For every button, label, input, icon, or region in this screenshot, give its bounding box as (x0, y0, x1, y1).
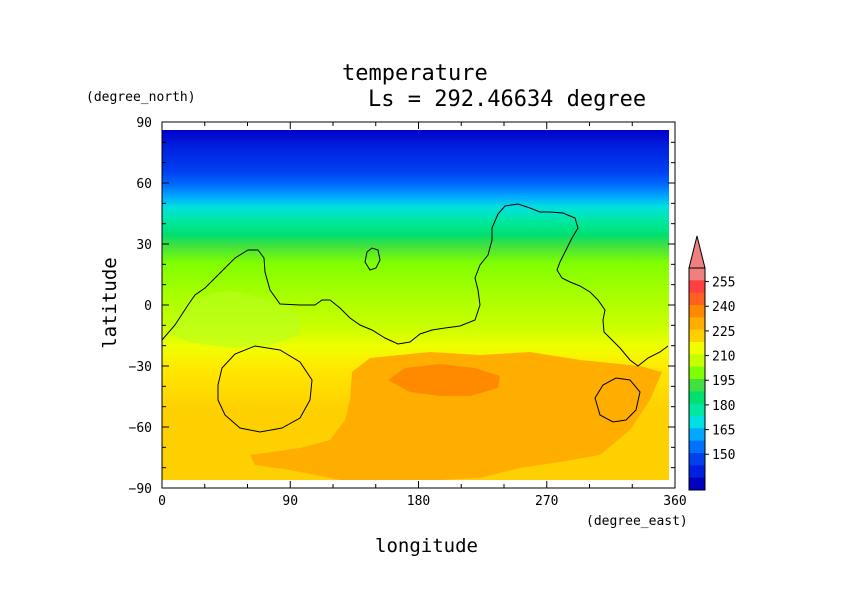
y-tick-label: 30 (136, 238, 152, 253)
hot-spot (388, 364, 500, 396)
contour-line-crater-east (594, 377, 641, 423)
colorbar-band (689, 280, 705, 294)
colorbar-label: 165 (712, 424, 735, 439)
x-axis-unit: (degree_east) (586, 514, 688, 529)
colorbar-band (689, 428, 705, 442)
contour-line-main (161, 203, 669, 367)
colorbar-band (689, 453, 705, 466)
colorbar-band (689, 342, 705, 355)
chart-title: temperature (342, 61, 488, 86)
contour-line-crater-west (217, 345, 313, 433)
colorbar-band (689, 440, 705, 454)
colorbar: 255 240 225 210 195 180 165 150 (688, 235, 735, 491)
y-axis-unit: (degree_north) (86, 90, 196, 105)
y-tick-label: −30 (129, 360, 152, 375)
colorbar-label: 195 (712, 374, 735, 389)
cool-region-equatorial (170, 290, 300, 348)
colorbar-label: 180 (712, 399, 735, 414)
colorbar-extend-arrow (688, 235, 706, 269)
x-tick-label: 90 (282, 494, 298, 509)
y-tick-label: 0 (144, 299, 152, 314)
colorbar-label: 225 (712, 325, 735, 340)
colorbar-band (689, 403, 705, 417)
colorbar-band (689, 366, 705, 380)
x-axis: 0 90 180 270 360 (158, 122, 687, 509)
colorbar-label: 255 (712, 276, 735, 291)
y-tick-label: −90 (129, 482, 152, 497)
contour-line-island (364, 247, 381, 271)
colorbar-label: 240 (712, 300, 735, 315)
colorbar-label: 150 (712, 448, 735, 463)
y-tick-label: 60 (136, 177, 152, 192)
colorbar-label: 210 (712, 350, 735, 365)
topography-contours (161, 203, 669, 433)
colorbar-band (689, 329, 705, 343)
x-tick-label: 360 (663, 494, 686, 509)
y-tick-label: 90 (136, 116, 152, 131)
x-axis-label: longitude (375, 535, 478, 557)
colorbar-band (689, 416, 705, 429)
x-tick-label: 0 (158, 494, 166, 509)
colorbar-band (689, 379, 705, 392)
x-tick-label: 180 (407, 494, 430, 509)
colorbar-band (689, 305, 705, 318)
warm-region-southern (250, 352, 662, 480)
colorbar-band (689, 391, 705, 405)
colorbar-band (689, 268, 705, 281)
chart-subtitle: Ls = 292.46634 degree (368, 87, 647, 112)
y-axis: 90 60 30 0 −30 −60 −90 (129, 116, 675, 497)
colorbar-band (689, 354, 705, 368)
colorbar-frame (688, 267, 706, 491)
colorbar-band (689, 317, 705, 331)
y-tick-label: −60 (129, 421, 152, 436)
x-tick-label: 270 (535, 494, 558, 509)
colorbar-band (689, 292, 705, 306)
colorbar-band (689, 465, 705, 479)
colorbar-band (689, 477, 705, 491)
